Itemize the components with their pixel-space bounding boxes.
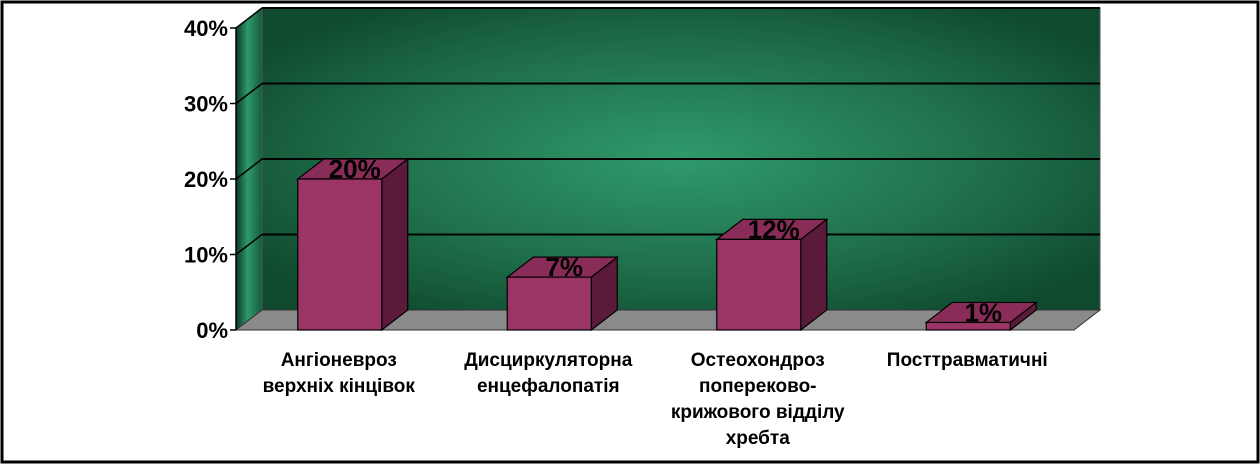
bar-front-0 bbox=[297, 178, 383, 331]
x-label-2-line-1: попереково- bbox=[699, 376, 817, 397]
bar-side-0 bbox=[381, 157, 409, 332]
gridline-depth-1 bbox=[235, 233, 263, 256]
y-tick-label-2: 20% bbox=[184, 167, 228, 192]
gridline-depth-2 bbox=[235, 158, 263, 180]
bar-front-3 bbox=[925, 321, 1011, 331]
bars: 20% 7% 12% 1% bbox=[295, 154, 1039, 332]
y-tick-label-3: 30% bbox=[184, 92, 228, 117]
gridline-depth-4 bbox=[235, 7, 263, 29]
y-tick-label-4: 40% bbox=[184, 16, 228, 41]
bar-3: 1% bbox=[924, 297, 1039, 332]
data-label-2: 12% bbox=[748, 214, 800, 244]
x-label-1-line-1: енцефалопатія bbox=[477, 376, 620, 397]
x-label-3: Посттравматичні bbox=[887, 350, 1048, 371]
bar-front-2 bbox=[716, 238, 802, 331]
bar-0: 20% bbox=[295, 154, 410, 332]
bar-1: 7% bbox=[505, 252, 620, 332]
x-label-2-line-0: Остеохондроз bbox=[691, 350, 825, 371]
data-label-1: 7% bbox=[545, 252, 583, 282]
x-label-1-line-0: Дисциркуляторна bbox=[464, 350, 632, 371]
data-label-0: 20% bbox=[329, 154, 381, 184]
x-axis-labels: Ангіоневроз верхніх кінцівок Дисциркулятор… bbox=[263, 350, 1048, 449]
x-label-2-line-2: крижового відділу bbox=[671, 402, 845, 423]
bar-2: 12% bbox=[714, 214, 829, 332]
y-axis: 0% 10% 20% 30% 40% bbox=[184, 16, 237, 343]
bar-front-1 bbox=[506, 276, 592, 331]
x-label-0-line-1: верхніх кінцівок bbox=[263, 376, 416, 397]
x-label-2: Остеохондроз попереково-крижового відділу… bbox=[671, 350, 845, 449]
x-label-0-line-0: Ангіоневроз bbox=[281, 350, 397, 371]
gridline-depth-3 bbox=[235, 82, 263, 105]
y-tick-label-0: 0% bbox=[196, 318, 228, 343]
data-label-3: 1% bbox=[964, 297, 1002, 327]
y-tick-label-1: 10% bbox=[184, 243, 228, 268]
x-label-1: Дисциркуляторна енцефалопатія bbox=[464, 350, 632, 397]
x-label-0: Ангіоневроз верхніх кінцівок bbox=[263, 350, 416, 397]
x-label-2-line-3: хребта bbox=[726, 428, 791, 449]
x-label-3-line-0: Посттравматичні bbox=[887, 350, 1048, 371]
